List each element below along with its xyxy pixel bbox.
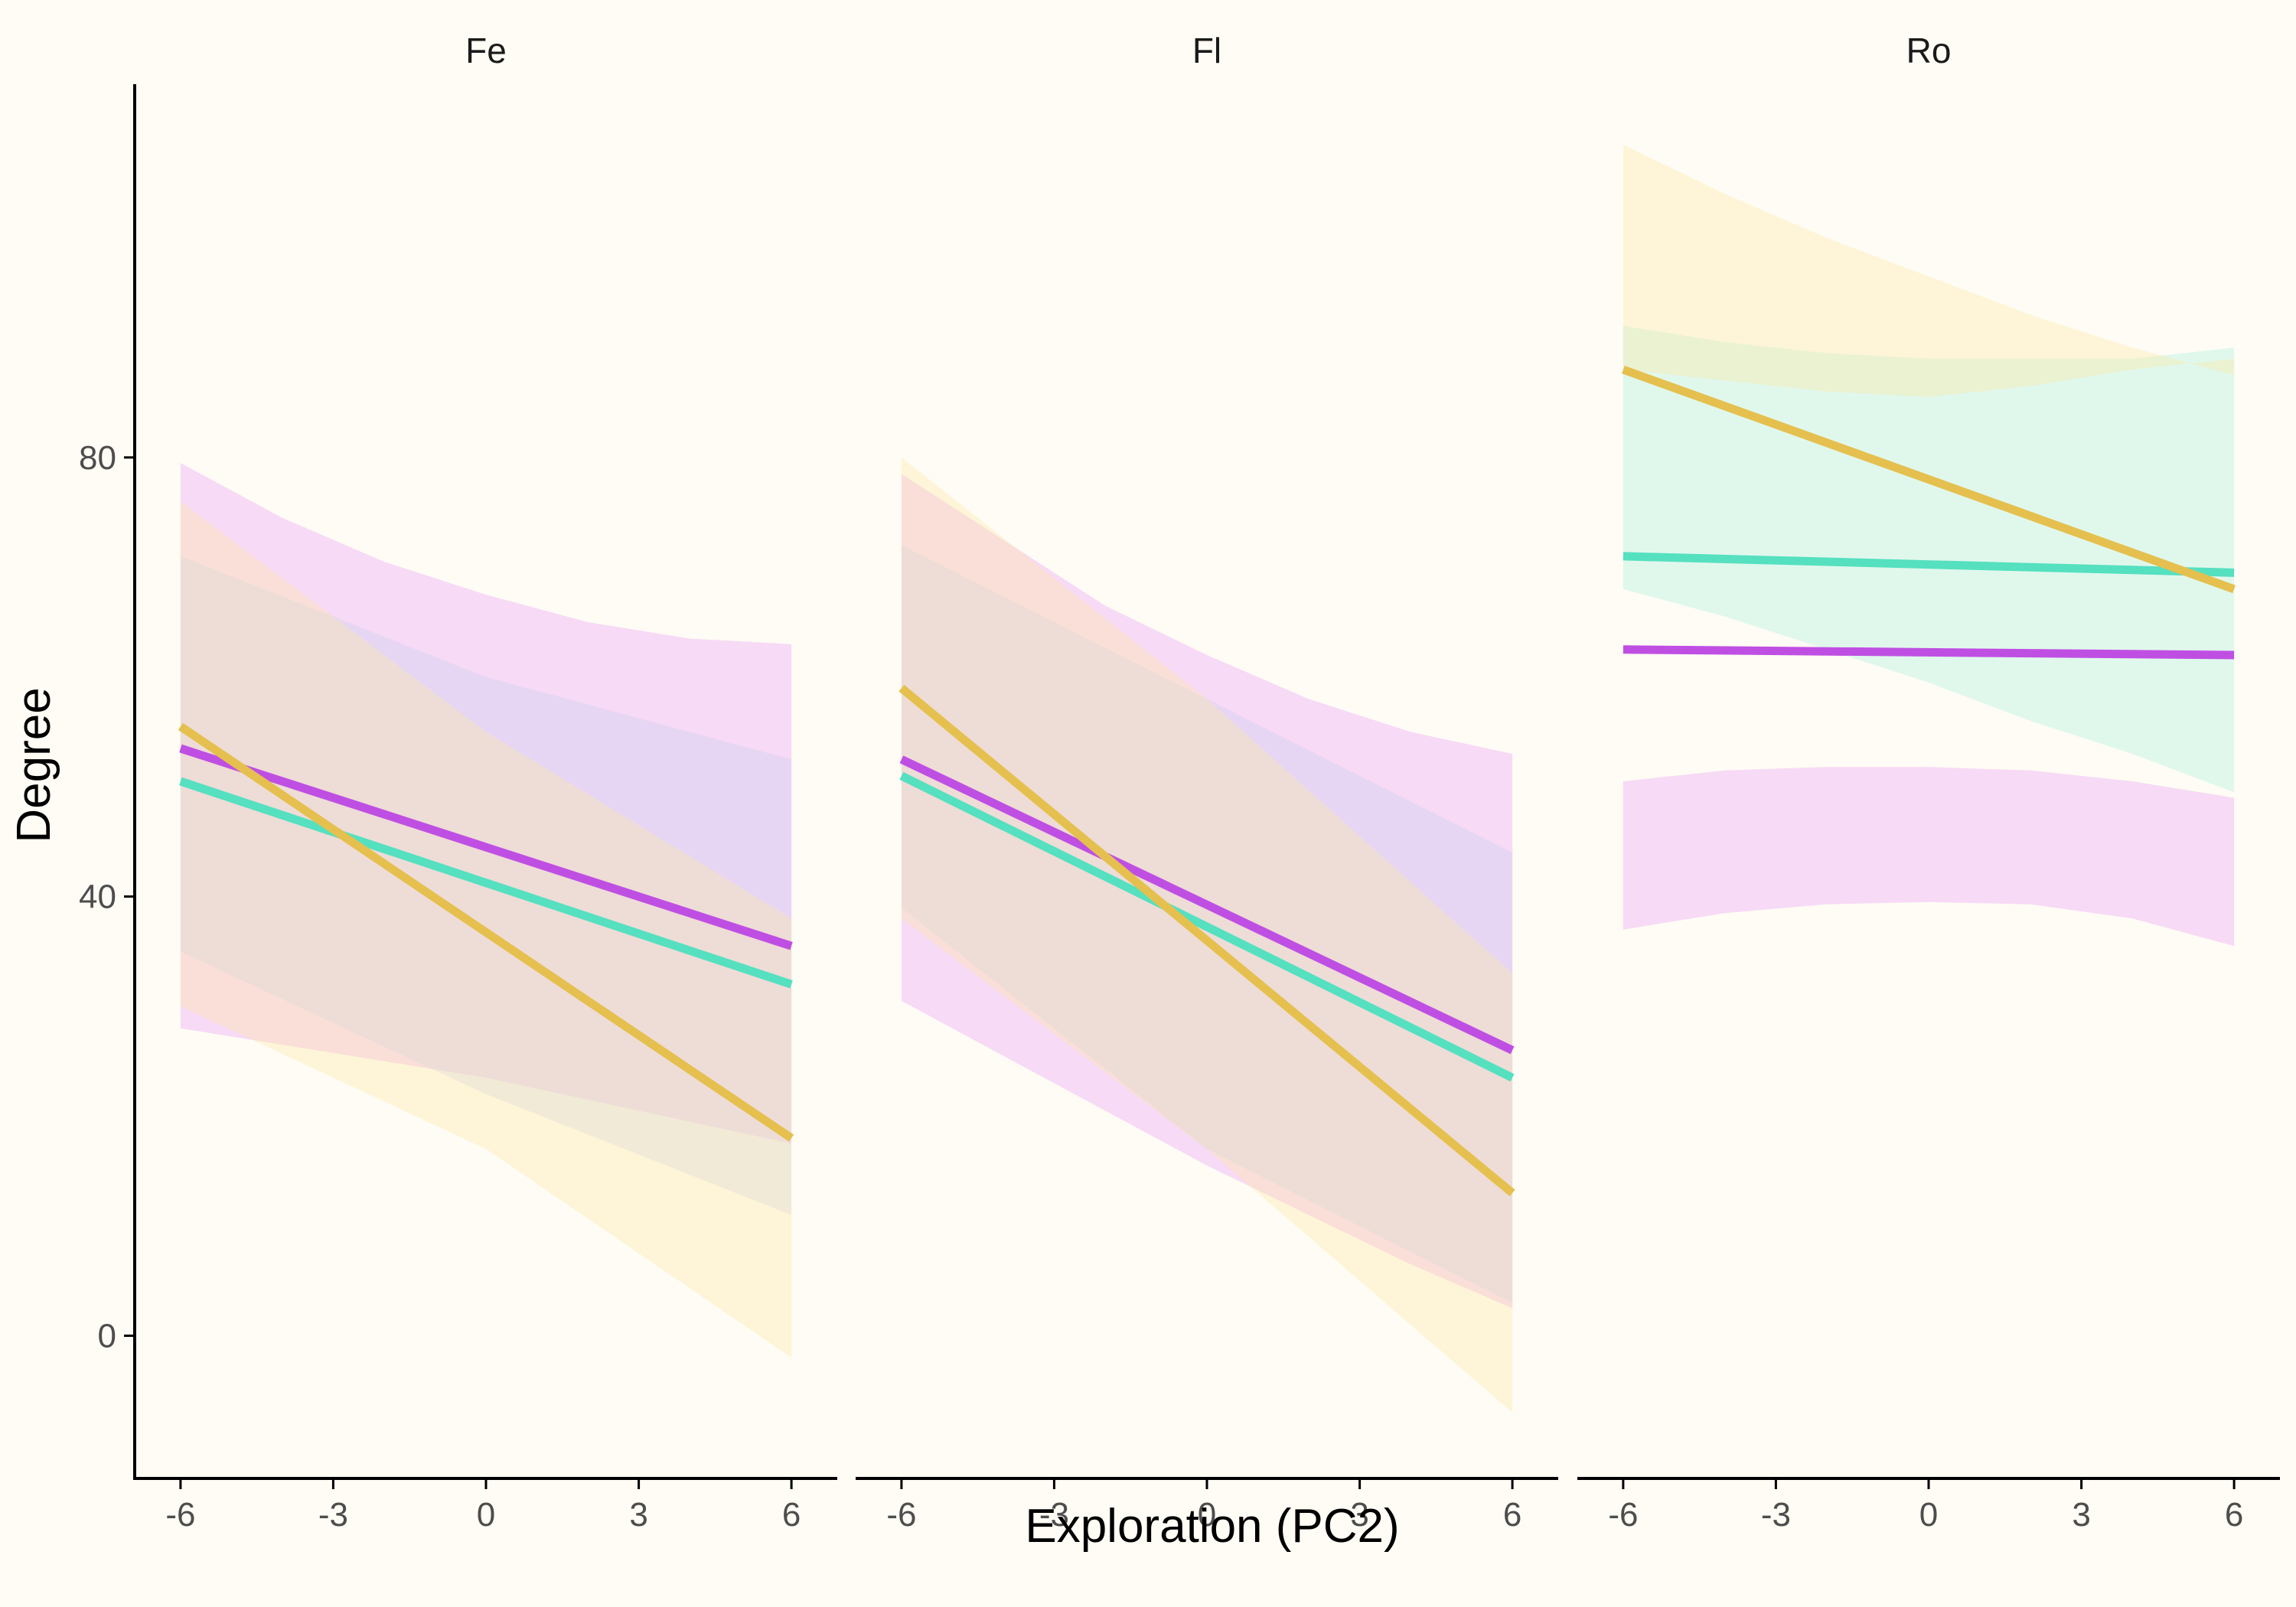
x-tick-label: 0 (477, 1496, 495, 1534)
series-line-gold (1622, 365, 2236, 594)
series-line-teal (1623, 552, 2235, 577)
x-tick-label: -6 (1608, 1496, 1638, 1534)
panel-title-ro: Ro (1906, 31, 1952, 70)
x-tick-label: 6 (1503, 1496, 1521, 1534)
series-line-purple (899, 755, 1515, 1054)
y-tick-label: 40 (79, 878, 116, 916)
series-line-gold (899, 684, 1515, 1197)
y-axis: 0 40 80 (79, 84, 136, 1480)
y-tick-label: 80 (79, 439, 116, 477)
panels: Fe -6 -3 0 3 6 Fl -6 -3 0 3 6 Ro -6 -3 0 3 6 (135, 31, 2280, 1534)
panel-title-fl: Fl (1192, 31, 1221, 70)
series-line-purple (179, 744, 793, 950)
band-purple (901, 474, 1513, 1309)
band-teal (1623, 325, 2235, 793)
x-tick-label: -3 (318, 1496, 348, 1534)
x-tick-label: -6 (165, 1496, 195, 1534)
confidence-bands (1623, 144, 2235, 947)
series-lines (178, 722, 794, 1142)
series-line-teal (179, 777, 793, 989)
panel-title-fe: Fe (465, 31, 507, 70)
x-tick-label: 3 (629, 1496, 647, 1534)
x-tick-label: -6 (886, 1496, 916, 1534)
x-tick-label: 6 (782, 1496, 801, 1534)
band-purple (1623, 767, 2235, 947)
panel-fl: Fl -6 -3 0 3 6 (856, 31, 1558, 1534)
series-lines (899, 684, 1515, 1197)
x-tick-label: 3 (2072, 1496, 2090, 1534)
x-tick-label: -3 (1039, 1496, 1069, 1534)
x-tick-label: 6 (2225, 1496, 2243, 1534)
series-line-teal (899, 771, 1515, 1082)
band-gold (1623, 144, 2235, 397)
series-line-gold (178, 722, 794, 1142)
x-axis-title: Exploration (PC2) (1025, 1500, 1399, 1553)
series-line-purple (1623, 645, 2235, 660)
y-axis-title: Degree (8, 687, 60, 843)
x-tick-label: 0 (1919, 1496, 1938, 1534)
panel-fe: Fe -6 -3 0 3 6 (135, 31, 837, 1534)
x-tick-label: 0 (1198, 1496, 1216, 1534)
panel-ro: Ro -6 -3 0 3 6 (1577, 31, 2280, 1534)
y-tick-label: 0 (98, 1318, 116, 1355)
x-tick-label: -3 (1761, 1496, 1791, 1534)
band-purple (180, 463, 792, 1144)
series-lines (1622, 365, 2236, 660)
band-gold (901, 457, 1513, 1413)
x-tick-label: 3 (1350, 1496, 1368, 1534)
